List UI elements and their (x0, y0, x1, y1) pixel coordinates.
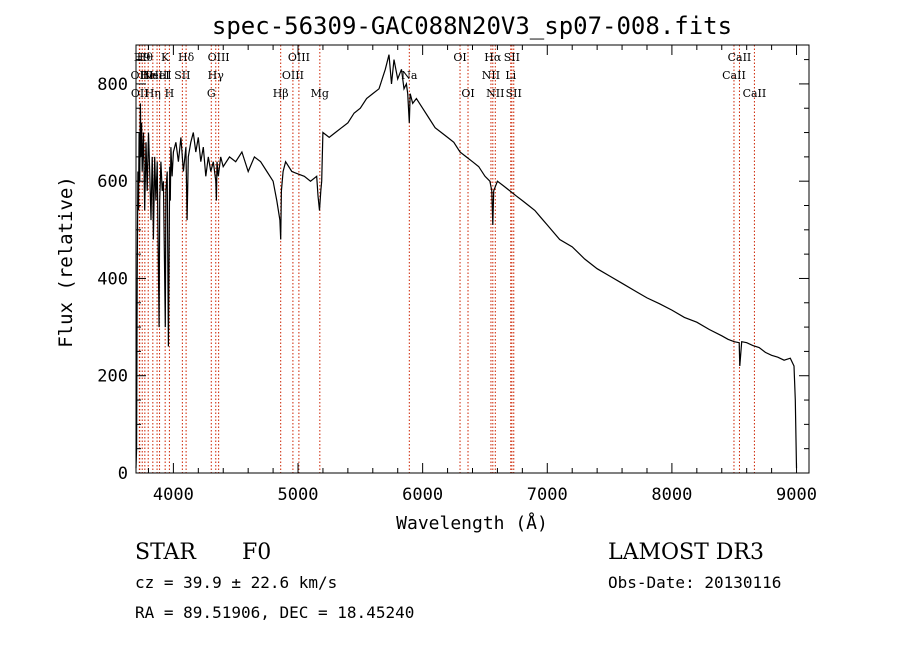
line-label-28: CaII (722, 69, 746, 82)
x-tick-label-4: 8000 (651, 485, 692, 505)
line-label-16: OIII (282, 69, 304, 82)
line-label-3: Hθ (137, 51, 154, 64)
y-tick-label-1: 200 (97, 367, 128, 387)
line-label-21: OI (461, 87, 474, 100)
line-label-17: OIII (288, 51, 310, 64)
y-tick-label-4: 800 (97, 75, 128, 95)
line-label-25: Li (505, 69, 516, 82)
line-label-12: G (207, 87, 216, 100)
line-label-1: OII (131, 87, 149, 100)
line-label-14: OIII (208, 51, 230, 64)
y-tick-label-2: 400 (97, 269, 128, 289)
spectrum-line (135, 54, 798, 469)
line-label-13: Hγ (208, 69, 225, 82)
redshift-velocity: cz = 39.9 ± 22.6 km/s (135, 573, 338, 592)
line-label-29: CaII (728, 51, 752, 64)
chart-title: spec-56309-GAC088N20V3_sp07-008.fits (212, 12, 732, 40)
line-label-11: Hδ (178, 51, 195, 64)
survey-name: LAMOST DR3 (608, 540, 764, 565)
x-tick-label-1: 5000 (278, 485, 319, 505)
x-axis-label: Wavelength (Å) (396, 512, 548, 534)
line-label-20: OI (453, 51, 466, 64)
line-label-8: K (161, 51, 170, 64)
line-label-15: Hβ (273, 87, 289, 100)
spectral-line-markers (138, 45, 755, 473)
spectral-subclass: F0 (242, 540, 272, 565)
line-label-27: SII (506, 87, 522, 100)
line-label-24: NII (486, 87, 504, 100)
line-label-9: H (165, 87, 175, 100)
y-tick-label-0: 0 (118, 464, 128, 484)
line-label-5: Hη (145, 87, 161, 100)
plot-frame (135, 44, 810, 474)
coordinates: RA = 89.51906, DEC = 18.45240 (135, 603, 415, 622)
line-label-26: SII (504, 51, 520, 64)
x-tick-label-3: 7000 (527, 485, 568, 505)
line-label-7: HeI (149, 69, 169, 82)
observation-date: Obs-Date: 20130116 (608, 573, 782, 592)
line-label-2: H9 (134, 51, 151, 64)
line-label-30: CaII (743, 87, 767, 100)
x-tick-label-2: 6000 (402, 485, 443, 505)
line-label-6: NeIII (142, 69, 171, 82)
line-label-18: Mg (311, 87, 329, 100)
line-label-19: Na (401, 69, 418, 82)
line-label-23: Hα (484, 51, 502, 64)
line-label-22: NII (482, 69, 500, 82)
line-label-0: OII (131, 69, 149, 82)
spectrum-chart: spec-56309-GAC088N20V3_sp07-008.fits Flu… (55, 12, 817, 534)
x-tick-label-5: 9000 (776, 485, 817, 505)
line-label-4: He (140, 69, 156, 82)
axis-ticks: 4000 5000 6000 7000 8000 9000 0 200 400 600 800 (97, 45, 817, 505)
y-tick-label-3: 600 (97, 172, 128, 192)
line-label-10: SII (174, 69, 190, 82)
y-axis-label: Flux (relative) (55, 176, 77, 348)
object-type: STAR (135, 540, 196, 565)
x-tick-label-0: 4000 (153, 485, 194, 505)
